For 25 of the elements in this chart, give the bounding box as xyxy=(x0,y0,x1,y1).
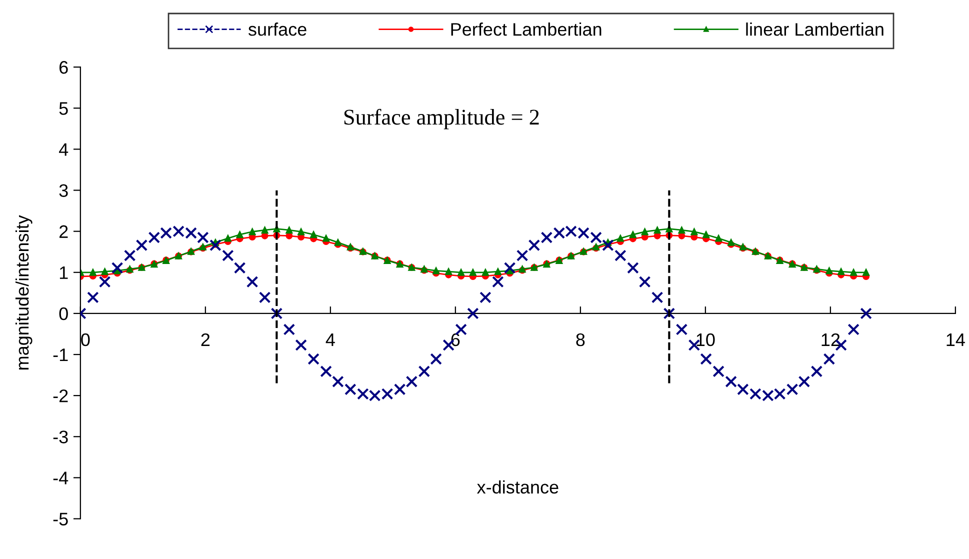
y-tick-label: -3 xyxy=(53,430,68,444)
x-tick-label: 4 xyxy=(326,334,335,346)
y-tick-label: -1 xyxy=(53,348,68,362)
x-tick-label: 0 xyxy=(81,333,90,346)
y-tick-label: -4 xyxy=(53,472,68,484)
y-tick-label: 1 xyxy=(60,266,68,279)
y-tick-label: -5 xyxy=(53,512,68,526)
y-tick-label: 4 xyxy=(58,143,68,156)
x-tick-label: 14 xyxy=(946,334,965,346)
x-tick-label: 12 xyxy=(822,333,840,346)
y-tick-label: 3 xyxy=(59,184,68,197)
y-tick-label: 0 xyxy=(59,307,68,320)
y-tick-label: 6 xyxy=(60,61,68,74)
x-tick-label: 2 xyxy=(201,333,210,346)
y-tick-label: 5 xyxy=(59,102,68,115)
legend-label: linear Lambertian xyxy=(746,22,884,36)
y-tick-label: 2 xyxy=(59,225,68,238)
x-tick-label: 8 xyxy=(576,333,585,346)
legend-label: Perfect Lambertian xyxy=(451,22,602,36)
annotation: Surface amplitude = 2 xyxy=(344,108,539,130)
y-tick-label: -2 xyxy=(53,390,68,402)
y-axis-title: magnitude/intensity xyxy=(15,215,32,370)
legend-label: surface xyxy=(248,22,306,36)
x-tick-label: 10 xyxy=(696,333,715,346)
x-axis-title: x-distance xyxy=(476,480,558,494)
